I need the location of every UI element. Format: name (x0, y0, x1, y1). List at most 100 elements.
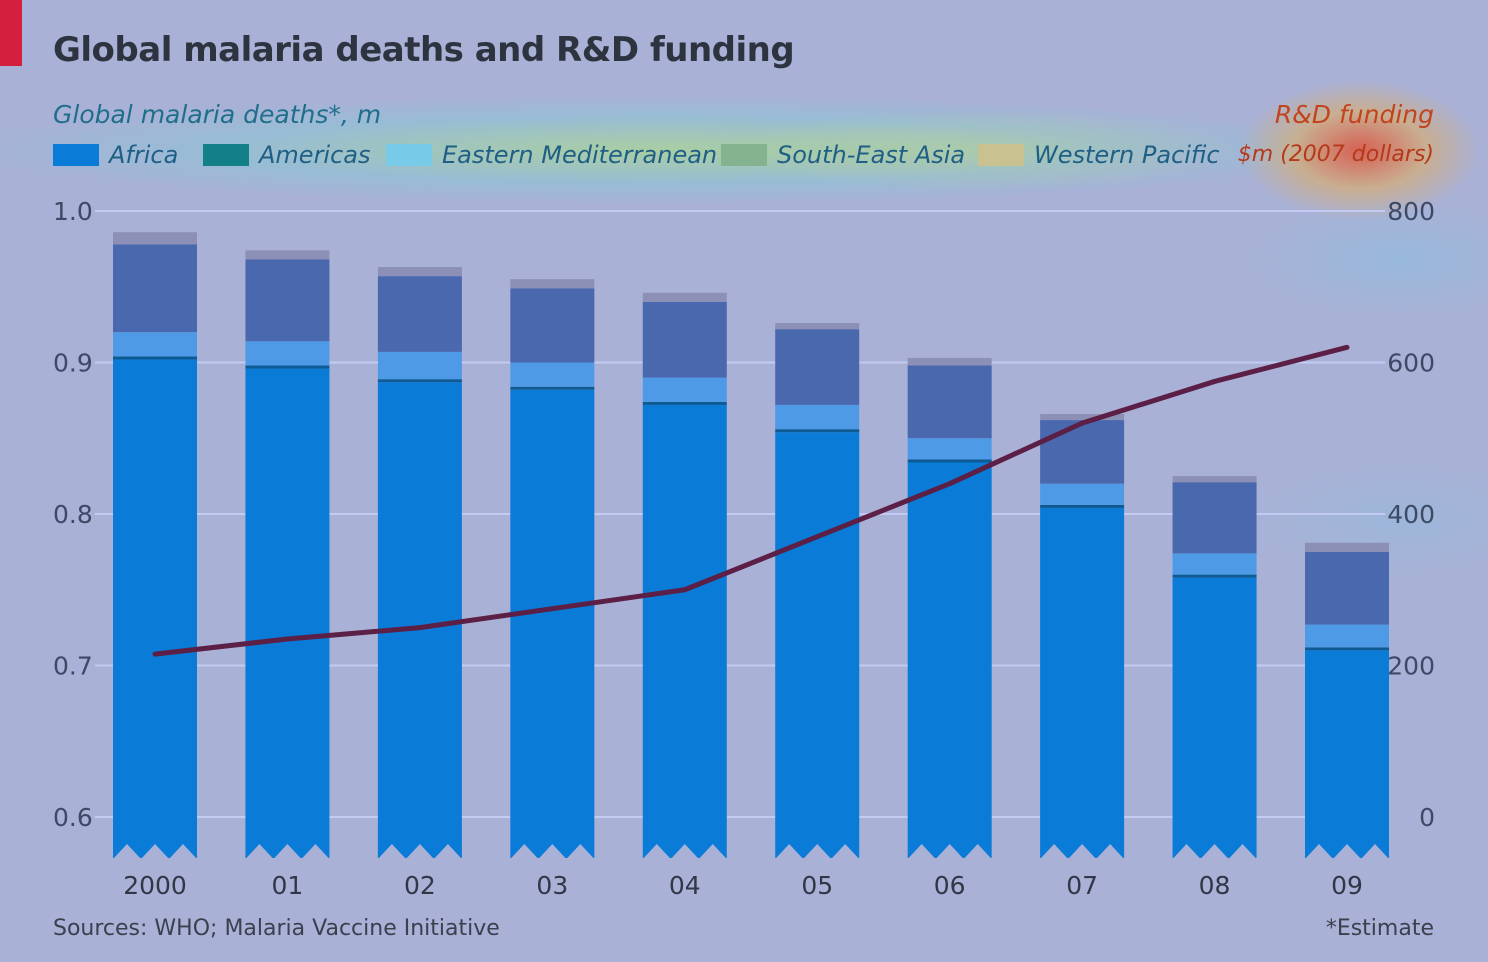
axis-break-07 (1040, 844, 1125, 859)
bar-segment-africa-2000 (113, 359, 197, 858)
axis-break-06 (907, 844, 992, 859)
right-tick-label-4: 0 (1419, 803, 1435, 832)
axis-break-05 (775, 844, 860, 859)
bar-segment-south-east-asia-2000 (113, 244, 197, 333)
x-tick-label-03: 03 (536, 871, 568, 900)
bar-segment-africa-08 (1172, 577, 1257, 858)
left-tick-label-1: 0.9 (53, 349, 93, 378)
legend-item-eastern-mediterranean: Eastern Mediterranean (386, 140, 717, 170)
funding-line-group (152, 344, 1350, 657)
x-tick-label-01: 01 (272, 871, 304, 900)
bar-segment-south-east-asia-06 (907, 365, 992, 439)
x-tick-label-05: 05 (801, 871, 833, 900)
right-axis-unit: $m (2007 dollars) (1237, 142, 1434, 167)
left-tick-label-4: 0.6 (53, 803, 93, 832)
bar-segment-africa-01 (245, 368, 330, 858)
bar-segment-africa-07 (1040, 507, 1125, 858)
legend-swatch-americas (203, 144, 249, 166)
bar-segment-south-east-asia-04 (642, 301, 727, 378)
legend-item-south-east-asia: South-East Asia (721, 140, 965, 170)
axis-break-2000 (113, 844, 197, 859)
axis-break-08 (1172, 844, 1257, 859)
legend-label-americas: Americas (259, 141, 371, 169)
legend-swatch-africa (53, 144, 99, 166)
funding-line (152, 344, 1350, 657)
left-tick-label-2: 0.8 (53, 500, 93, 529)
source-note: Sources: WHO; Malaria Vaccine Initiative (53, 916, 500, 941)
bar-segment-western-pacific-03 (510, 279, 595, 289)
x-tick-label-06: 06 (934, 871, 966, 900)
bar-segment-eastern-mediterranean-03 (510, 362, 595, 387)
right-tick-label-0: 800 (1387, 197, 1435, 226)
legend-label-eastern-mediterranean: Eastern Mediterranean (442, 141, 718, 169)
bar-segment-eastern-mediterranean-06 (907, 438, 992, 460)
bar-segment-africa-09 (1305, 650, 1389, 858)
left-axis-ticks: 1.0 0.9 0.8 0.7 0.6 (53, 197, 93, 832)
bar-segment-africa-02 (377, 382, 462, 858)
x-tick-label-02: 02 (404, 871, 436, 900)
chart-title: Global malaria deaths and R&D funding (53, 30, 795, 70)
bar-segment-americas-02 (377, 379, 462, 383)
legend-swatch-western-pacific (978, 144, 1024, 166)
bar-segment-americas-2000 (113, 356, 197, 360)
x-tick-label-07: 07 (1066, 871, 1098, 900)
legend-label-south-east-asia: South-East Asia (777, 141, 966, 169)
bar-segment-americas-06 (907, 459, 992, 463)
bar-segment-south-east-asia-08 (1172, 482, 1257, 554)
bar-segment-south-east-asia-09 (1305, 551, 1389, 625)
right-tick-label-2: 400 (1387, 500, 1435, 529)
bar-segment-americas-05 (775, 429, 860, 433)
bar-segment-eastern-mediterranean-09 (1305, 624, 1389, 648)
bar-segment-eastern-mediterranean-01 (245, 341, 330, 366)
bar-segment-western-pacific-08 (1172, 476, 1257, 483)
estimate-note: *Estimate (1325, 916, 1434, 941)
bar-segment-americas-07 (1040, 504, 1125, 508)
axis-break-03 (510, 844, 595, 859)
bar-segment-western-pacific-2000 (113, 232, 197, 245)
left-tick-label-3: 0.7 (53, 652, 93, 681)
bar-segment-south-east-asia-03 (510, 288, 595, 363)
bar-segment-eastern-mediterranean-2000 (113, 332, 197, 357)
bar-segment-eastern-mediterranean-07 (1040, 483, 1125, 505)
x-tick-label-04: 04 (669, 871, 701, 900)
axis-break-01 (245, 844, 330, 859)
legend-label-western-pacific: Western Pacific (1034, 141, 1220, 169)
bars (113, 232, 1389, 859)
bar-segment-americas-03 (510, 386, 595, 390)
legend-item-western-pacific: Western Pacific (978, 140, 1220, 170)
bar-segment-africa-05 (775, 432, 860, 858)
right-tick-label-3: 200 (1387, 652, 1435, 681)
bar-segment-americas-01 (245, 365, 330, 369)
brand-tab (0, 0, 22, 66)
x-axis-ticks: 2000 01 02 03 04 05 06 07 08 09 (123, 871, 1363, 900)
bar-segment-south-east-asia-01 (245, 259, 330, 342)
x-tick-label-08: 08 (1199, 871, 1231, 900)
bar-segment-western-pacific-06 (907, 357, 992, 366)
right-axis-ticks: 800 600 400 200 0 (1387, 197, 1435, 832)
x-tick-label-2000: 2000 (123, 871, 187, 900)
legend-item-africa: Africa (53, 140, 178, 170)
bar-segment-western-pacific-05 (775, 323, 860, 330)
left-tick-label-0: 1.0 (53, 197, 93, 226)
right-axis-title: R&D funding (1274, 100, 1434, 129)
axis-break-02 (377, 844, 462, 859)
bar-segment-eastern-mediterranean-08 (1172, 553, 1257, 575)
legend-swatch-south-east-asia (721, 144, 767, 166)
bar-segment-south-east-asia-07 (1040, 420, 1125, 484)
left-axis-title: Global malaria deaths*, m (53, 100, 382, 129)
bar-segment-western-pacific-09 (1305, 542, 1389, 552)
bar-segment-eastern-mediterranean-04 (642, 377, 727, 402)
bar-segment-western-pacific-07 (1040, 414, 1125, 421)
right-tick-label-1: 600 (1387, 349, 1435, 378)
legend-swatch-eastern-mediterranean (386, 144, 432, 166)
legend-label-africa: Africa (109, 141, 179, 169)
bar-segment-western-pacific-01 (245, 250, 330, 260)
bar-segment-africa-04 (642, 404, 727, 858)
bar-segment-south-east-asia-05 (775, 329, 860, 405)
x-tick-label-09: 09 (1331, 871, 1363, 900)
bar-segment-africa-06 (907, 462, 992, 858)
bar-segment-western-pacific-04 (642, 292, 727, 302)
bar-segment-africa-03 (510, 389, 595, 858)
legend-item-americas: Americas (203, 140, 371, 170)
